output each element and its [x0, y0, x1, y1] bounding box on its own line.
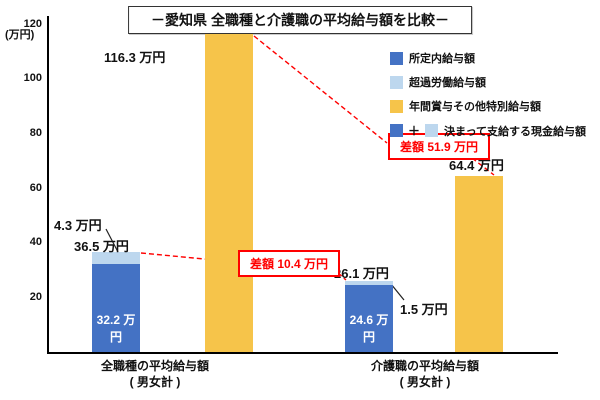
y-axis-line	[47, 16, 49, 353]
chart-title: －愛知県 全職種と介護職の平均給与額を比較－	[128, 6, 472, 34]
legend-item-cash: ＋ 決まって支給する現金給与額	[390, 122, 586, 139]
x-axis-line	[47, 352, 558, 354]
y-tick-60: 60	[29, 182, 42, 194]
bar-care-base-value: 24.6 万円	[349, 313, 389, 344]
legend-swatch-blue2-icon	[390, 124, 403, 137]
category-all: 全職種の平均給与額 ( 男女計 )	[65, 359, 245, 390]
label-all-total: 36.5 万円	[74, 239, 129, 254]
legend-swatch-lightblue2-icon	[425, 124, 439, 137]
category-all-line2: ( 男女計 )	[129, 374, 181, 389]
label-all-overtime: 4.3 万円	[54, 218, 102, 233]
bar-all-base-value: 32.2 万円	[96, 313, 136, 344]
y-tick-20: 20	[29, 291, 42, 303]
legend-label-overtime: 超過労働給与額	[409, 77, 486, 89]
legend-swatch-lightblue-icon	[390, 75, 403, 89]
bar-all-overtime-segment	[92, 252, 140, 264]
legend-swatch-blue-icon	[390, 51, 403, 65]
bar-all-bonus	[205, 34, 253, 352]
legend-label-fixed: 所定内給与額	[409, 53, 475, 65]
category-care-line2: ( 男女計 )	[399, 374, 451, 389]
label-care-bonus: 64.4 万円	[449, 158, 504, 173]
legend-item-bonus: 年間賞与その他特別給与額	[390, 98, 586, 114]
legend-plus-sign: ＋	[408, 124, 421, 138]
diff-box-bonus: 差額 51.9 万円	[388, 133, 491, 160]
y-tick-40: 40	[29, 236, 42, 248]
bar-care-bonus	[455, 176, 503, 352]
legend-item-overtime: 超過労働給与額	[390, 74, 586, 90]
y-tick-80: 80	[29, 127, 42, 139]
legend-swatch-yellow-icon	[390, 99, 403, 113]
label-care-total: 26.1 万円	[334, 266, 389, 281]
diff-dash-bonus-left	[253, 35, 388, 144]
legend: 所定内給与額 超過労働給与額 年間賞与その他特別給与額 ＋ 決まって支給する現金…	[390, 50, 586, 139]
bar-care-cash-stack: 24.6 万円	[345, 281, 393, 352]
y-tick-100: 100	[23, 72, 42, 84]
bar-all-base-segment: 32.2 万円	[92, 264, 140, 352]
legend-label-cash: 決まって支給する現金給与額	[444, 125, 587, 138]
y-axis-unit-label: (万円)	[5, 29, 35, 41]
y-tick-120: 120	[23, 18, 42, 30]
bar-care-base-segment: 24.6 万円	[345, 285, 393, 352]
label-all-bonus: 116.3 万円	[104, 50, 166, 65]
bar-care-overtime-segment	[345, 281, 393, 285]
category-care-line1: 介護職の平均給与額	[370, 359, 479, 373]
category-care: 介護職の平均給与額 ( 男女計 )	[335, 359, 515, 390]
bar-all-cash-stack: 32.2 万円	[92, 252, 140, 352]
label-care-overtime: 1.5 万円	[400, 302, 448, 317]
category-all-line1: 全職種の平均給与額	[100, 359, 209, 373]
legend-label-bonus: 年間賞与その他特別給与額	[409, 101, 541, 113]
legend-item-fixed: 所定内給与額	[390, 50, 586, 66]
diff-box-cash: 差額 10.4 万円	[238, 250, 341, 277]
